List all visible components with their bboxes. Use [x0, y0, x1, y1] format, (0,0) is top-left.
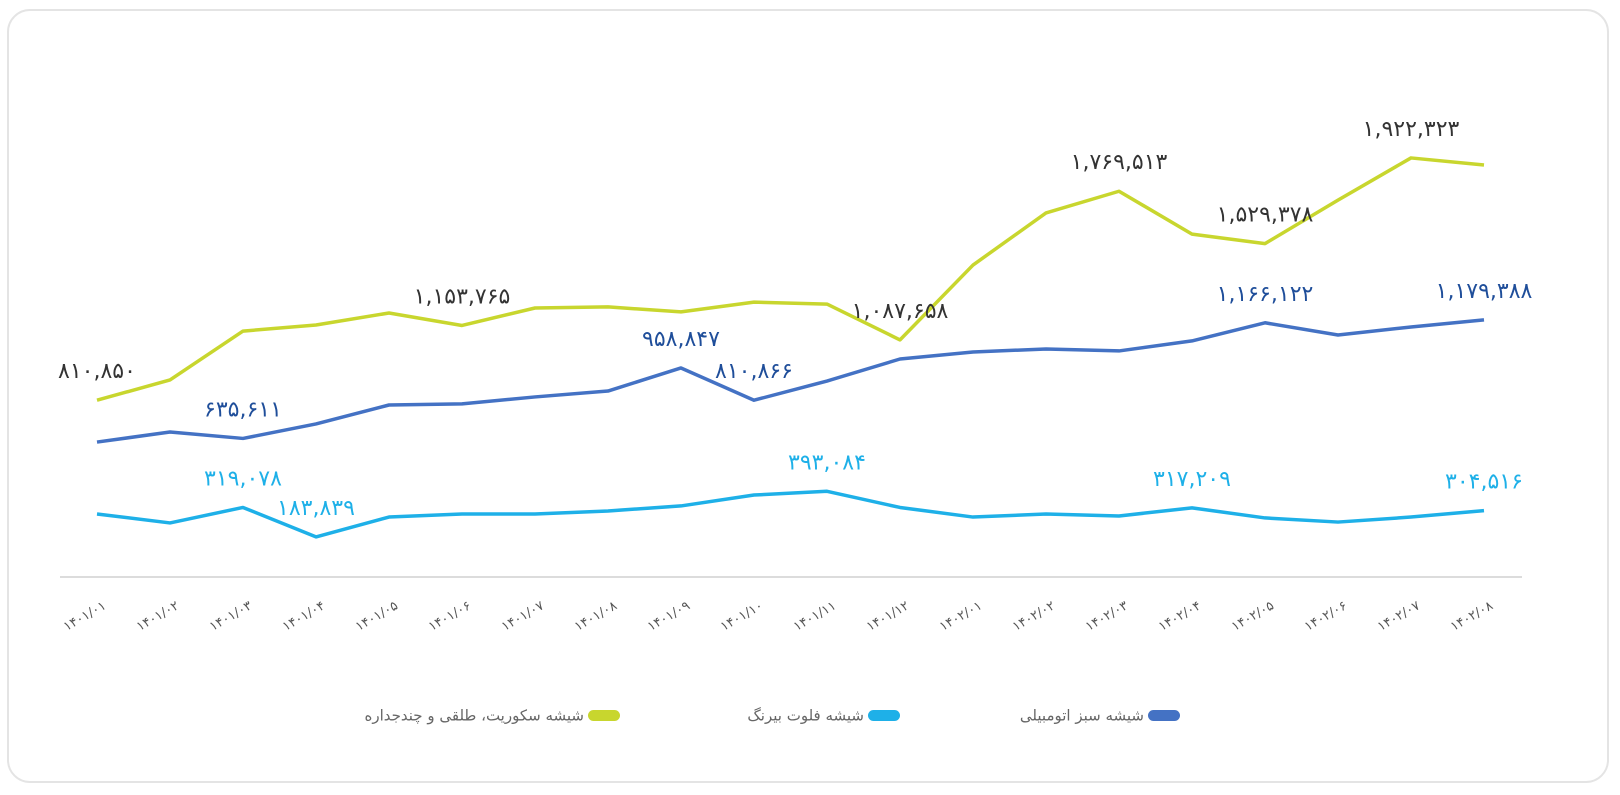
legend-label: شیشه فلوت بیرنگ: [747, 707, 864, 725]
data-label: ۳۱۹,۰۷۸: [204, 466, 282, 491]
data-label: ۱,۱۷۹,۳۸۸: [1436, 279, 1533, 304]
data-label: ۱,۵۲۹,۳۷۸: [1217, 203, 1314, 228]
legend-label: شیشه سکوریت، طلقی و چندجداره: [364, 707, 584, 725]
data-label: ۶۳۵,۶۱۱: [204, 397, 282, 422]
data-label: ۸۱۰,۸۵۰: [58, 359, 136, 384]
legend-swatch: [868, 710, 900, 721]
data-label: ۱,۷۶۹,۵۱۳: [1071, 150, 1168, 175]
data-label: ۱,۹۲۲,۳۲۳: [1363, 117, 1460, 142]
series-line: [96, 489, 1485, 539]
data-label: ۳۱۷,۲۰۹: [1153, 467, 1231, 492]
card: [7, 9, 1609, 783]
data-label: ۸۱۰,۸۶۶: [715, 359, 793, 384]
data-label: ۹۵۸,۸۴۷: [642, 327, 720, 352]
legend-swatch: [1148, 710, 1180, 721]
series-line: [96, 318, 1485, 444]
data-label: ۳۰۴,۵۱۶: [1445, 470, 1523, 495]
data-label: ۱,۰۸۷,۶۵۸: [852, 299, 949, 324]
data-label: ۱,۱۵۳,۷۶۵: [414, 284, 511, 309]
data-label: ۳۹۳,۰۸۴: [788, 450, 866, 475]
series-line: [96, 156, 1485, 402]
legend-label: شیشه سبز اتومبیلی: [1020, 707, 1144, 725]
legend-swatch: [588, 710, 620, 721]
data-label: ۱۸۳,۸۳۹: [277, 496, 355, 521]
data-label: ۱,۱۶۶,۱۲۲: [1217, 282, 1314, 307]
